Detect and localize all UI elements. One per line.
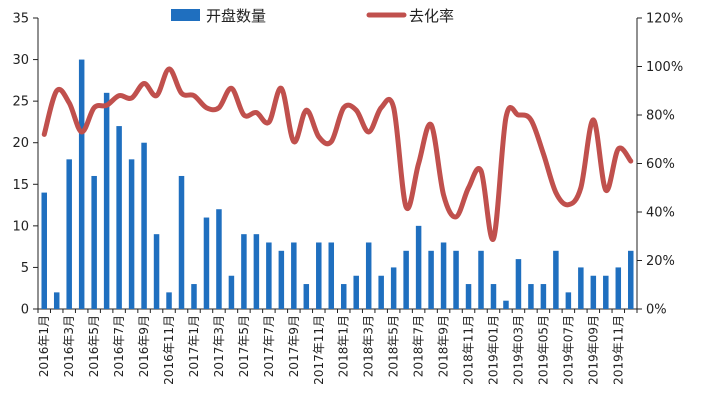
y-left-tick-label: 5 [21, 261, 29, 276]
x-tick-label: 2019年05月 [536, 315, 550, 385]
legend-label-line: 去化率 [409, 7, 454, 25]
bar [166, 292, 172, 309]
bar [515, 259, 522, 309]
bar [578, 267, 584, 309]
line-series [41, 66, 634, 242]
bar [178, 175, 185, 309]
y-right-tick-label: 80% [646, 109, 675, 124]
bar [78, 59, 85, 310]
y-left-tick-label: 0 [21, 303, 29, 318]
bar [128, 159, 135, 309]
bar [590, 275, 597, 309]
x-tick-label: 2017年7月 [262, 315, 276, 377]
x-tick-label: 2017年9月 [287, 315, 301, 377]
x-tick-label: 2019年01月 [486, 315, 500, 385]
x-tick-label: 2019年11月 [611, 315, 625, 385]
bar [403, 250, 409, 309]
bar [316, 242, 322, 309]
bar [66, 159, 72, 309]
bar [191, 284, 197, 309]
y-right-tick-label: 0% [646, 303, 667, 318]
bar [353, 275, 359, 309]
x-tick-label: 2017年3月 [212, 315, 226, 377]
bar [615, 267, 622, 309]
bar [415, 225, 422, 309]
x-tick-label: 2018年11月 [462, 315, 476, 385]
y-left-tick-label: 10 [12, 219, 29, 234]
y-left-tick-label: 20 [12, 136, 29, 151]
bar-series [41, 59, 634, 310]
y-left-tick-label: 30 [12, 53, 29, 68]
x-tick-label: 2018年5月 [387, 315, 401, 377]
line-path [41, 66, 634, 242]
bar [153, 234, 160, 309]
bar [203, 217, 210, 309]
bar [241, 234, 247, 309]
x-tick-label: 2017年5月 [237, 315, 251, 377]
bar [540, 284, 547, 309]
bar [628, 250, 634, 309]
bar [91, 175, 97, 309]
bar [440, 242, 447, 309]
tick-labels: 0 5 10 15 20 25 30 35 0% 20% 40% 60% 80% 100% 120% 2016… [12, 12, 683, 385]
legend-label-bar: 开盘数量 [206, 7, 266, 25]
axes [33, 17, 642, 313]
bar [490, 284, 497, 309]
x-tick-label: 2016年7月 [112, 315, 126, 377]
y-left-tick-label: 15 [12, 178, 29, 193]
y-right-tick-label: 40% [646, 206, 675, 221]
legend-swatch-bar [171, 9, 200, 21]
x-tick-label: 2016年5月 [87, 315, 101, 377]
x-tick-label: 2018年1月 [337, 315, 351, 377]
x-tick-label: 2017年1月 [187, 315, 201, 377]
x-tick-label: 2019年07月 [561, 315, 575, 385]
bar [465, 284, 472, 309]
x-tick-label: 2019年03月 [511, 315, 525, 385]
legend: 开盘数量 去化率 [171, 7, 454, 25]
bar [141, 142, 147, 309]
bar [291, 242, 297, 309]
bar [41, 192, 47, 309]
bar [565, 292, 572, 309]
y-right-tick-label: 100% [646, 60, 683, 75]
bar [228, 275, 235, 309]
bar [340, 284, 347, 309]
y-left-tick-label: 35 [12, 12, 29, 27]
bar [503, 300, 509, 309]
x-tick-label: 2017年11月 [312, 315, 326, 385]
x-tick-label: 2018年3月 [362, 315, 376, 377]
bar [216, 209, 222, 309]
bar [116, 126, 122, 309]
bar [390, 267, 397, 309]
x-tick-label: 2018年9月 [437, 315, 451, 377]
y-right-tick-label: 120% [646, 12, 683, 27]
bar [453, 250, 459, 309]
x-tick-label: 2018年7月 [412, 315, 426, 377]
x-tick-label: 2016年9月 [137, 315, 151, 377]
x-tick-label: 2016年1月 [37, 315, 51, 377]
bar [278, 250, 285, 309]
x-tick-label: 2016年11月 [162, 315, 176, 385]
bar [478, 250, 484, 309]
x-tick-label: 2019年09月 [586, 315, 600, 385]
bar [378, 275, 384, 309]
bar [103, 92, 110, 309]
bar [603, 275, 609, 309]
bar [253, 234, 260, 309]
x-tick-label: 2016年3月 [62, 315, 76, 377]
y-right-tick-label: 60% [646, 157, 675, 172]
bar [328, 242, 335, 309]
y-left-tick-label: 25 [12, 95, 29, 110]
bar [428, 250, 434, 309]
bar [365, 242, 372, 309]
bar [53, 292, 60, 309]
bar [553, 250, 559, 309]
y-right-tick-label: 20% [646, 254, 675, 269]
bar [528, 284, 534, 309]
bar [266, 242, 272, 309]
bar [303, 284, 310, 309]
